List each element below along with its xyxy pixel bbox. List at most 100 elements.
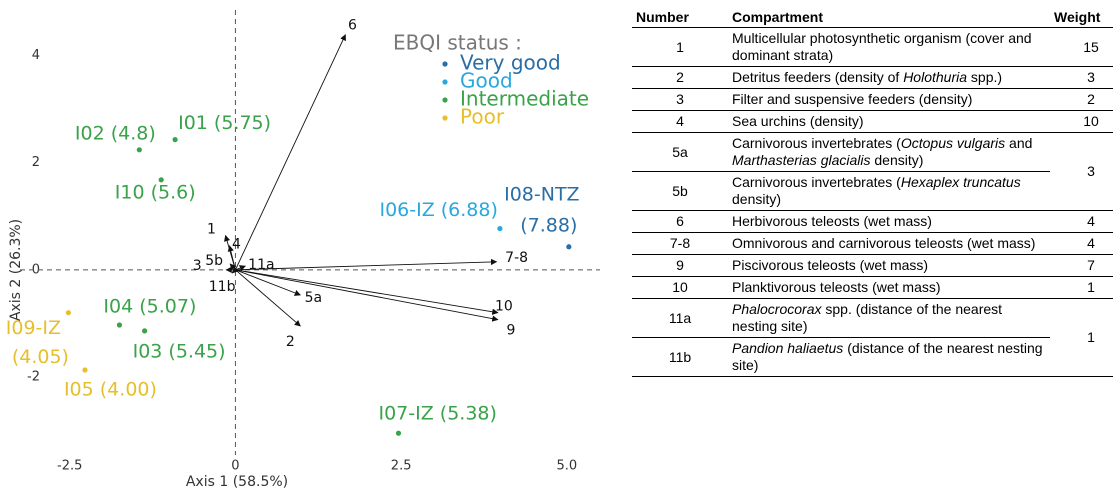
point — [497, 225, 503, 232]
compartment-text: Carnivorous invertebrates ( — [732, 174, 901, 190]
y-axis-title: Axis 2 (26.3%) — [8, 219, 24, 321]
table-row: 5b Carnivorous invertebrates (Hexaplex tr… — [632, 171, 1113, 211]
compartment-cell: Filter and suspensive feeders (density) — [728, 88, 1050, 111]
point — [566, 244, 572, 250]
table-row: 10 Planktivorous teleosts (wet mass) 1 — [632, 276, 1113, 299]
compartment-text: Carnivorous invertebrates ( — [732, 135, 901, 151]
arrow-label: 5a — [305, 290, 323, 306]
number-cell: 4 — [632, 110, 728, 133]
compartment-text: and — [1005, 135, 1033, 151]
weight-cell: 3 — [1050, 66, 1113, 89]
point — [395, 430, 402, 436]
table-row: 11b Pandion haliaetus (distance of the ne… — [632, 337, 1113, 377]
y-tick-label: 4 — [32, 48, 40, 63]
point — [136, 147, 142, 153]
number-cell: 11b — [632, 337, 728, 377]
number-cell: 11a — [632, 298, 728, 338]
legend-label: Very good — [460, 51, 561, 75]
weight-cell: 1 — [1050, 298, 1113, 377]
compartment-text: Omnivorous and carnivorous teleosts (wet… — [732, 235, 1036, 251]
number-cell: 5b — [632, 171, 728, 211]
point — [82, 367, 88, 373]
y-tick-label: -2 — [27, 369, 40, 384]
compartment-cell: Omnivorous and carnivorous teleosts (wet… — [728, 232, 1050, 255]
arrow-label: 3 — [193, 258, 202, 274]
compartment-text: Detritus feeders (density of — [732, 69, 904, 85]
arrow-label: 7-8 — [505, 250, 528, 266]
point-label: (4.05) — [12, 346, 69, 368]
loading-arrow — [231, 266, 239, 274]
loading-arrow — [235, 269, 301, 327]
table-body: 1 Multicellular photosynthetic organism (… — [632, 27, 1113, 377]
compartment-text: Sea urchins (density) — [732, 113, 864, 129]
number-cell: 7-8 — [632, 232, 728, 255]
point-label: I04 (5.07) — [103, 296, 196, 318]
compartment-text: Holothuria — [903, 69, 968, 85]
compartment-text: Herbivorous teleosts (wet mass) — [732, 213, 932, 229]
loading-arrow — [235, 269, 499, 322]
loading-arrow — [235, 34, 346, 271]
arrow-label: 5b — [205, 253, 223, 269]
number-cell: 9 — [632, 254, 728, 277]
legend-marker — [442, 97, 448, 103]
loading-arrow — [235, 269, 499, 315]
column-header: Weight — [1050, 8, 1113, 28]
table-row: 2 Detritus feeders (density of Holothuria… — [632, 66, 1113, 89]
legend-marker — [442, 79, 448, 85]
number-cell: 10 — [632, 276, 728, 299]
number-cell: 2 — [632, 66, 728, 89]
arrow-label: 2 — [286, 334, 295, 350]
compartment-cell: Pandion haliaetus (distance of the neare… — [728, 337, 1050, 377]
point-label: (7.88) — [520, 214, 577, 236]
compartment-text: Piscivorous teleosts (wet mass) — [732, 257, 929, 273]
point-label: I09-IZ — [6, 317, 61, 339]
table: Number Compartment Weight 1 Multicellular p… — [632, 8, 1113, 377]
table-row: 1 Multicellular photosynthetic organism (… — [632, 27, 1113, 67]
x-tick-label: 2.5 — [391, 459, 412, 474]
compartment-text: Pandion haliaetus — [732, 340, 844, 356]
arrow-label: 1 — [207, 222, 216, 238]
legend-label: Poor — [460, 105, 505, 129]
weight-cell: 7 — [1050, 254, 1113, 277]
compartment-text: density) — [732, 191, 782, 207]
legend-label: Good — [460, 69, 513, 93]
arrow-label: 11b — [209, 279, 236, 295]
compartment-cell: Carnivorous invertebrates (Octopus vulga… — [728, 132, 1050, 172]
y-tick-label: 0 — [32, 262, 40, 277]
compartment-text: Phalocrocorax — [732, 301, 822, 317]
table-row: 3 Filter and suspensive feeders (density)… — [632, 88, 1113, 111]
point — [142, 328, 148, 334]
point — [116, 322, 123, 328]
point-label: I07-IZ (5.38) — [378, 403, 496, 425]
x-tick-label: -2.5 — [57, 459, 82, 474]
number-cell: 1 — [632, 27, 728, 67]
point-label: I03 (5.45) — [133, 340, 226, 362]
compartment-cell: Piscivorous teleosts (wet mass) — [728, 254, 1050, 277]
table-row: 5a Carnivorous invertebrates (Octopus vul… — [632, 132, 1113, 211]
biplot: Axis 1 (58.5%) Axis 2 (26.3%) EBQI statu… — [6, 10, 600, 490]
table-row: 9 Piscivorous teleosts (wet mass) 7 — [632, 254, 1113, 277]
x-tick-label: 5.0 — [557, 459, 578, 474]
compartment-text: Multicellular photosynthetic organism (c… — [732, 30, 1032, 63]
arrow-label: 9 — [506, 323, 515, 339]
compartment-cell: Detritus feeders (density of Holothuria … — [728, 66, 1050, 89]
compartment-text: spp.) — [967, 69, 1003, 85]
column-header: Compartment — [728, 8, 1050, 28]
compartment-cell: Multicellular photosynthetic organism (c… — [728, 27, 1050, 67]
column-header: Number — [632, 8, 728, 28]
compartment-text: Octopus vulgaris — [900, 135, 1006, 151]
legend-label: Intermediate — [460, 87, 589, 111]
weight-cell: 2 — [1050, 88, 1113, 111]
weight-cell: 4 — [1050, 232, 1113, 255]
point-label: I10 (5.6) — [115, 181, 196, 203]
number-cell: 5a — [632, 132, 728, 172]
weight-cell: 15 — [1050, 27, 1113, 67]
y-tick-label: 2 — [32, 155, 40, 170]
loading-arrow — [235, 258, 498, 271]
table-row: 6 Herbivorous teleosts (wet mass) 4 — [632, 210, 1113, 233]
weight-cell: 1 — [1050, 276, 1113, 299]
point-label: I02 (4.8) — [75, 122, 156, 144]
weight-cell: 4 — [1050, 210, 1113, 233]
compartment-cell: Herbivorous teleosts (wet mass) — [728, 210, 1050, 233]
